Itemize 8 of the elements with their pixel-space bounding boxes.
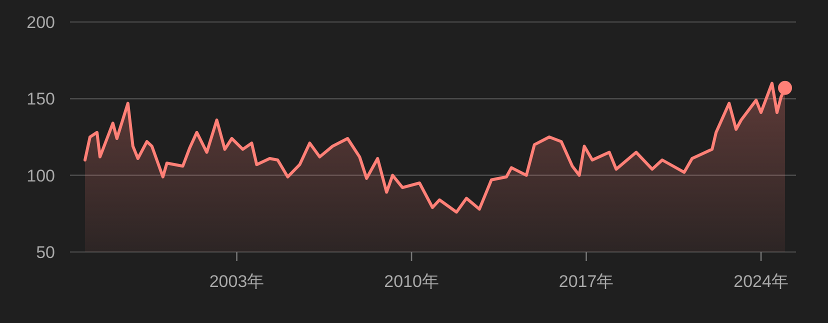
x-tick-label: 2024年 (734, 272, 788, 291)
y-tick-label: 50 (36, 243, 55, 262)
y-tick-label: 150 (26, 90, 55, 109)
x-tick-label: 2003年 (209, 272, 264, 291)
y-tick-label: 100 (26, 166, 55, 186)
x-tick-label: 2017年 (558, 272, 614, 291)
x-tick-label: 2010年 (384, 272, 439, 291)
y-tick-label: 200 (26, 13, 55, 32)
